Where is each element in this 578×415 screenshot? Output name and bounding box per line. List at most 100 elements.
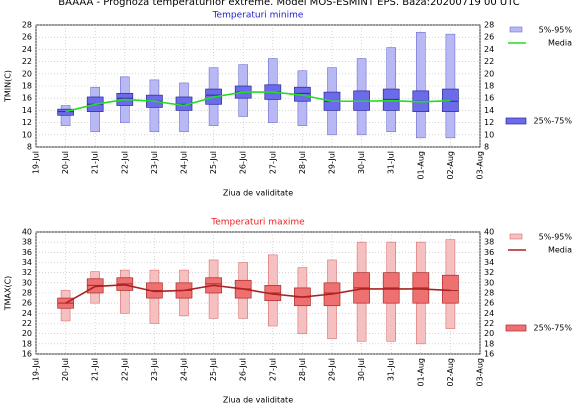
y-tick-label: 38 [22,238,32,247]
y-tick-label-right: 26 [484,33,494,42]
y-tick-label-right: 26 [484,299,494,308]
legend-label: 25%-75% [534,324,573,333]
y-tick-label-right: 38 [484,238,494,247]
y-tick-label-right: 14 [484,106,494,115]
x-tick-label: 30-Jul [357,151,366,174]
whisker-range [120,269,130,314]
x-tick-label: 25-Jul [209,151,218,174]
y-tick-label: 22 [22,57,32,66]
y-axis-label: TMAX(C) [4,276,13,312]
legend-box [505,324,527,332]
y-tick-label: 30 [22,278,32,287]
x-tick-label: 20-Jul [61,151,70,174]
x-tick-label: 29-Jul [328,358,337,381]
x-tick-label: 23-Jul [150,358,159,381]
legend-whisker [509,26,523,33]
x-tick-label: 03-Aug [476,358,485,387]
y-tick-label-right: 36 [484,248,494,257]
y-tick-label: 26 [22,299,32,308]
y-tick-label-right: 22 [484,57,494,66]
x-tick-label: 19-Jul [32,358,41,381]
y-tick-label-right: 20 [484,329,494,338]
box [442,274,459,304]
y-tick-label: 14 [22,106,32,115]
x-tick-label: 24-Jul [180,358,189,381]
y-tick-label-right: 22 [484,319,494,328]
x-tick-label: 21-Jul [91,151,100,174]
x-tick-label: 02-Aug [446,358,455,387]
y-tick-label: 24 [22,309,32,318]
legend-whisker [509,233,523,240]
y-tick-label-right: 24 [484,309,494,318]
x-tick-label: 03-Aug [476,151,485,180]
y-tick-label-right: 40 [484,228,494,237]
box [57,108,74,116]
y-tick-label-right: 32 [484,268,494,277]
x-axis-label: Ziua de validitate [223,396,293,405]
x-tick-label: 22-Jul [120,151,129,174]
legend-label: 5%-95% [539,26,573,35]
y-tick-label: 34 [22,258,32,267]
x-tick-label: 21-Jul [91,358,100,381]
legend-label: Media [548,246,572,255]
x-tick-label: 26-Jul [239,151,248,174]
y-tick-label-right: 30 [484,278,494,287]
y-tick-label: 24 [22,45,32,54]
y-tick-label-right: 18 [484,82,494,91]
y-tick-label: 22 [22,319,32,328]
whisker-range [415,32,426,139]
whisker-range [445,33,456,139]
y-tick-label: 12 [22,118,32,127]
y-tick-label: 20 [22,329,32,338]
y-tick-label-right: 16 [484,94,494,103]
legend-label: 25%-75% [534,117,573,126]
y-tick-label-right: 28 [484,21,494,30]
y-tick-label: 36 [22,248,32,257]
chart-title: Temperaturi maxime [210,218,305,228]
x-tick-label: 24-Jul [180,151,189,174]
x-tick-label: 31-Jul [387,358,396,381]
mean-line [65,91,451,113]
x-tick-label: 28-Jul [298,151,307,174]
y-tick-label: 28 [22,21,32,30]
x-tick-label: 30-Jul [357,358,366,381]
y-tick-label: 26 [22,33,32,42]
y-tick-label: 32 [22,268,32,277]
x-axis-label: Ziua de validitate [223,189,293,198]
legend-label: Media [548,39,572,48]
x-tick-label: 29-Jul [328,151,337,174]
x-tick-label: 27-Jul [268,358,277,381]
y-tick-label-right: 20 [484,69,494,78]
x-tick-label: 28-Jul [298,358,307,381]
y-tick-label: 10 [22,130,32,139]
y-tick-label-right: 8 [484,143,489,152]
y-tick-label: 8 [27,143,32,152]
x-tick-label: 31-Jul [387,151,396,174]
y-tick-label-right: 24 [484,45,494,54]
x-tick-label: 27-Jul [268,151,277,174]
y-tick-label: 40 [22,228,32,237]
chart-title: Temperaturi minime [212,11,304,21]
y-tick-label: 28 [22,289,32,298]
mean-line [65,284,451,304]
y-tick-label-right: 16 [484,350,494,359]
x-tick-label: 26-Jul [239,358,248,381]
y-tick-label-right: 18 [484,339,494,348]
y-tick-label-right: 34 [484,258,494,267]
x-tick-label: 19-Jul [32,151,41,174]
x-tick-label: 20-Jul [61,358,70,381]
y-tick-label: 20 [22,69,32,78]
x-tick-label: 01-Aug [416,151,425,180]
x-tick-label: 23-Jul [150,151,159,174]
legend-label: 5%-95% [539,233,573,242]
y-tick-label: 18 [22,82,32,91]
x-tick-label: 25-Jul [209,358,218,381]
page-header: BAAAA - Prognoza temperaturilor extreme.… [58,0,520,8]
x-tick-label: 22-Jul [120,358,129,381]
y-tick-label: 16 [22,350,32,359]
y-tick-label: 16 [22,94,32,103]
legend-box [505,117,527,125]
y-tick-label: 18 [22,339,32,348]
y-axis-label: TMIN(C) [4,70,13,103]
